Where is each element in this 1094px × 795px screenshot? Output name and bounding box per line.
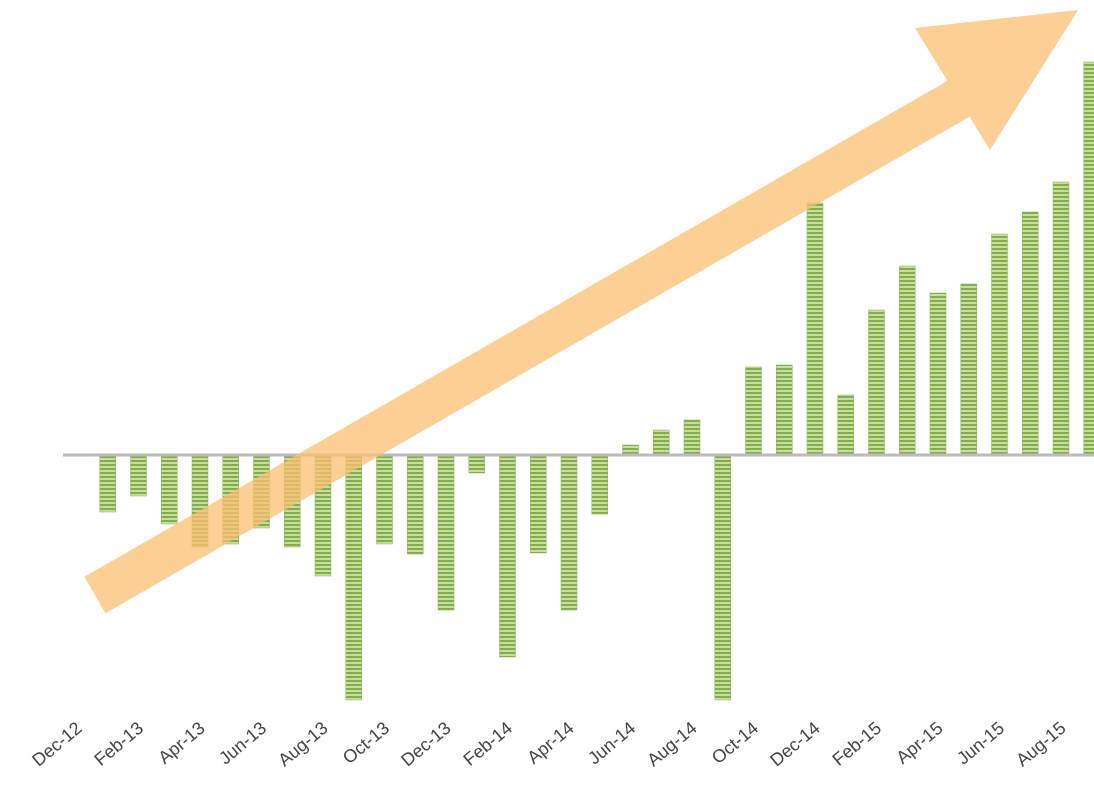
bar <box>437 454 455 611</box>
x-tick-label: Jun-13 <box>215 718 270 769</box>
bar <box>653 429 670 456</box>
bar <box>591 454 608 515</box>
bar <box>868 309 885 456</box>
bar <box>776 364 793 456</box>
bar <box>806 202 824 456</box>
bar <box>161 454 178 525</box>
bar <box>99 454 116 513</box>
x-tick-label: Aug-15 <box>1012 718 1069 771</box>
x-tick-label: Dec-12 <box>28 718 85 771</box>
x-tick-label: Feb-13 <box>91 718 148 770</box>
x-tick-label: Oct-14 <box>708 718 762 768</box>
bar <box>991 233 1008 456</box>
x-tick-label: Dec-14 <box>766 718 823 771</box>
bar <box>560 454 578 611</box>
bar <box>899 265 916 456</box>
x-tick-label: Oct-13 <box>339 718 393 768</box>
bar <box>745 366 762 456</box>
trend-arrow <box>84 10 1078 614</box>
x-tick-label: Aug-14 <box>643 718 700 771</box>
bar <box>376 454 393 545</box>
bar <box>837 394 854 456</box>
x-tick-label: Jun-14 <box>584 718 639 769</box>
x-tick-label: Feb-15 <box>829 718 886 770</box>
x-tick-label: Apr-13 <box>154 718 208 768</box>
bar <box>1052 181 1070 456</box>
bar <box>1022 211 1039 456</box>
bar <box>960 283 977 456</box>
x-tick-label: Apr-15 <box>892 718 946 768</box>
bar <box>345 454 362 701</box>
bar <box>929 292 947 456</box>
bar <box>499 454 516 658</box>
x-tick-label: Jun-15 <box>953 718 1008 769</box>
bar <box>1083 61 1094 456</box>
x-tick-label: Feb-14 <box>460 718 517 770</box>
bar <box>683 419 701 456</box>
x-tick-label: Dec-13 <box>397 718 454 771</box>
bars <box>99 61 1094 701</box>
x-tick-label: Apr-14 <box>523 718 577 768</box>
bar <box>407 454 424 555</box>
bar <box>530 454 547 554</box>
bar <box>130 454 147 497</box>
bar <box>714 454 731 701</box>
x-tick-label: Aug-13 <box>274 718 331 771</box>
bar <box>468 454 485 474</box>
